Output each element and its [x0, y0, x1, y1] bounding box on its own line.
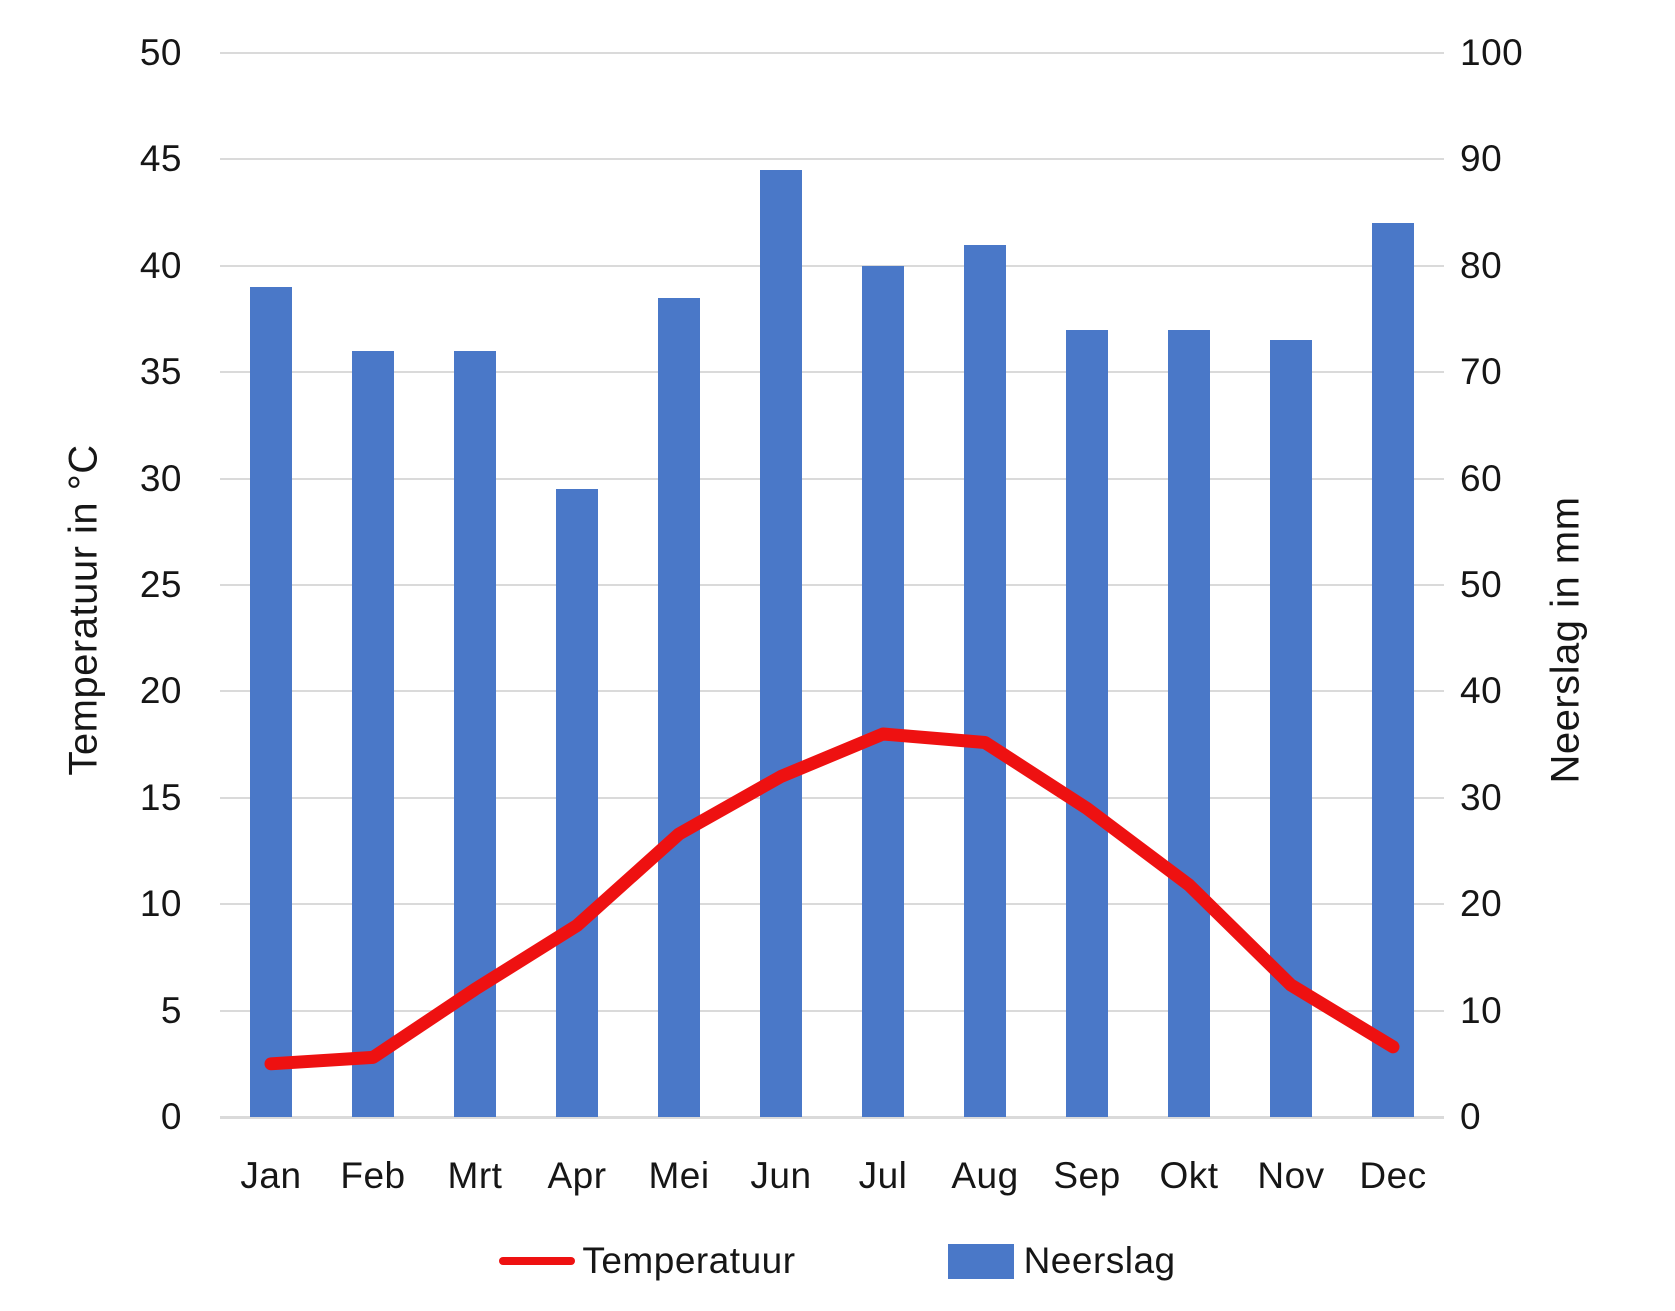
legend-label-temperatuur: Temperatuur	[582, 1240, 796, 1281]
left-tick-25: 25	[139, 564, 182, 605]
month-label-sep: Sep	[1053, 1155, 1121, 1196]
bar-jul	[862, 265, 904, 1117]
month-label-feb: Feb	[340, 1155, 406, 1196]
gridline-15	[220, 796, 1444, 799]
gridline-45	[220, 158, 1444, 161]
left-tick-10: 10	[139, 883, 182, 925]
right-tick-50: 50	[1460, 564, 1503, 605]
right-tick-10: 10	[1460, 989, 1503, 1031]
bar-mei	[658, 297, 700, 1117]
gridline-5	[220, 1009, 1444, 1012]
right-tick-20: 20	[1460, 883, 1503, 925]
left-tick-40: 40	[139, 244, 182, 286]
gridline-20	[220, 690, 1444, 693]
left-tick-50: 50	[139, 32, 182, 73]
bar-apr	[556, 489, 598, 1117]
bar-dec	[1372, 223, 1414, 1117]
right-tick-60: 60	[1460, 457, 1503, 499]
right-tick-100: 100	[1460, 32, 1524, 73]
legend-item-temperatuur: Temperatuur	[499, 1240, 795, 1282]
month-label-mei: Mei	[648, 1155, 710, 1196]
bar-okt	[1168, 329, 1210, 1117]
gridline-10	[220, 903, 1444, 906]
precipitation-bar-swatch	[947, 1243, 1014, 1279]
temperature-line	[264, 727, 1400, 1071]
left-tick-35: 35	[139, 351, 182, 393]
bar-feb	[352, 350, 394, 1117]
left-tick-15: 15	[139, 776, 182, 818]
bar-sep	[1066, 329, 1108, 1117]
gridline-35	[220, 371, 1444, 374]
right-tick-0: 0	[1460, 1096, 1482, 1137]
right-tick-30: 30	[1460, 776, 1503, 818]
legend-label-neerslag: Neerslag	[1023, 1240, 1176, 1281]
right-tick-80: 80	[1460, 244, 1503, 286]
bar-aug	[964, 244, 1006, 1117]
temperature-polyline	[264, 727, 1400, 1071]
bar-jan	[250, 287, 292, 1117]
plot-area	[220, 52, 1444, 1119]
month-label-jul: Jul	[858, 1155, 908, 1196]
gridline-25	[220, 584, 1444, 586]
bar-jun	[760, 170, 802, 1117]
month-label-jun: Jun	[750, 1155, 812, 1196]
month-label-jan: Jan	[240, 1155, 302, 1196]
right-tick-40: 40	[1460, 670, 1503, 712]
right-tick-90: 90	[1460, 138, 1503, 180]
gridline-30	[220, 477, 1444, 480]
gridline-50	[220, 52, 1444, 54]
left-tick-45: 45	[139, 138, 182, 180]
month-label-nov: Nov	[1257, 1155, 1325, 1196]
month-label-dec: Dec	[1359, 1155, 1427, 1196]
left-tick-0: 0	[160, 1096, 182, 1137]
temperature-line-swatch	[499, 1257, 576, 1265]
gridline-40	[220, 264, 1444, 267]
month-label-apr: Apr	[547, 1155, 607, 1196]
left-tick-5: 5	[160, 989, 182, 1031]
legend-item-neerslag: Neerslag	[947, 1240, 1176, 1282]
month-label-aug: Aug	[951, 1155, 1019, 1196]
gridline-0	[220, 1116, 1444, 1119]
right-tick-70: 70	[1460, 351, 1503, 393]
right-axis-title: Neerslag in mm	[1543, 496, 1588, 784]
left-tick-30: 30	[139, 457, 182, 499]
month-label-okt: Okt	[1159, 1155, 1219, 1196]
month-label-mrt: Mrt	[447, 1155, 503, 1196]
chart-legend: Temperatuur Neerslag	[0, 1228, 1675, 1294]
left-tick-20: 20	[139, 670, 182, 712]
